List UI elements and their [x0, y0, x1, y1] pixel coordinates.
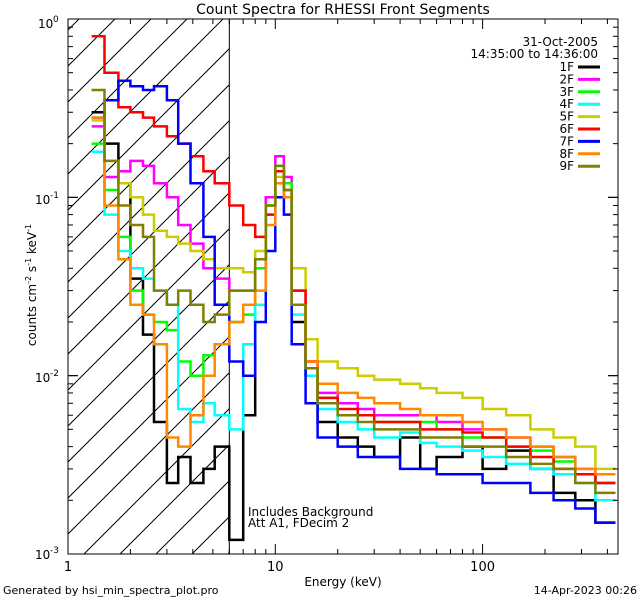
x-axis-label: Energy (keV) [304, 575, 381, 589]
hatch-line [68, 19, 152, 103]
annotation-background: Includes Background [248, 505, 373, 519]
y-label-sup: -2 [24, 276, 33, 284]
y-label-part: s [25, 266, 39, 276]
y-tick-exp: -1 [50, 191, 59, 201]
legend-label: 5F [559, 110, 574, 124]
y-axis-label: counts cm-2 s-1 keV-1 [24, 224, 39, 346]
chart-title: Count Spectra for RHESSI Front Segments [196, 2, 490, 18]
tick-layer [67, 18, 618, 555]
legend-label: 3F [559, 85, 574, 99]
hatch-line [68, 299, 230, 463]
plot-background [68, 19, 618, 554]
hatch-line [68, 227, 230, 391]
annotation-attenuator: Att A1, FDecim 2 [248, 516, 349, 530]
hatch-line [0, 0, 68, 554]
legend-label: 6F [559, 122, 574, 136]
series-8f [91, 116, 616, 476]
y-label-part: keV [25, 231, 39, 258]
y-tick-label: 10 -1 [35, 191, 59, 207]
series-9f [91, 88, 616, 495]
footer-timestamp: 14-Apr-2023 00:26 [534, 584, 637, 597]
hatch-line [68, 371, 230, 535]
x-tick-label: 1 [64, 560, 72, 575]
footer-generated-by: Generated by hsi_min_spectra_plot.pro [3, 584, 219, 597]
legend-label: 2F [559, 72, 574, 86]
y-label-part: counts cm [25, 284, 39, 346]
hatch-line [119, 443, 230, 554]
hatch-line [68, 191, 230, 355]
y-tick-base: 10 [35, 548, 50, 562]
hatch-line [68, 335, 230, 499]
date-label: 31-Oct-2005 [522, 35, 598, 49]
time-range-label: 14:35:00 to 14:36:00 [471, 47, 598, 61]
y-tick-exp: -2 [50, 369, 59, 379]
hatch-line [68, 155, 230, 319]
hatch-line [68, 263, 230, 427]
hatch-line [68, 119, 230, 283]
x-tick-label: 10 [267, 560, 284, 575]
legend-label: 7F [559, 134, 574, 148]
legend-label: 1F [559, 60, 574, 74]
y-tick-base: 10 [35, 371, 50, 385]
hatch-line [68, 47, 230, 211]
x-tick-label: 100 [470, 560, 495, 575]
y-tick-base: 10 [38, 17, 53, 31]
legend-label: 8F [559, 147, 574, 161]
series-7f [91, 79, 616, 524]
y-tick-label: 10 -3 [35, 546, 59, 562]
y-tick-exp: 0 [53, 15, 59, 25]
y-tick-base: 10 [35, 193, 50, 207]
y-tick-label: 10 -2 [35, 369, 59, 385]
y-label-sup: -1 [24, 258, 33, 266]
y-tick-label: 10 0 [38, 15, 59, 31]
legend-label: 4F [559, 97, 574, 111]
series-layer [91, 35, 616, 542]
y-label-sup: -1 [24, 224, 33, 232]
plot-frame [67, 18, 619, 555]
legend-label: 9F [559, 159, 574, 173]
hatch-line [68, 83, 230, 247]
y-tick-exp: -3 [50, 546, 59, 556]
